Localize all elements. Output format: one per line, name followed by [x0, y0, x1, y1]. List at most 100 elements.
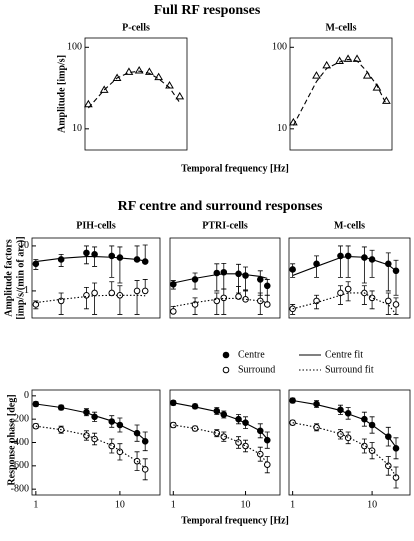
- data-point: [213, 429, 221, 437]
- data-point: [141, 287, 149, 295]
- data-point: [32, 260, 40, 268]
- error-bar: [221, 262, 227, 290]
- data-point: [385, 297, 392, 305]
- panel-title: M-cells: [325, 22, 356, 33]
- data-point: [32, 301, 40, 308]
- data-point: [392, 445, 400, 452]
- section-title: RF centre and surround responses: [118, 199, 323, 214]
- x-tick-label: 10: [367, 499, 377, 510]
- panel-title: PTRI-cells: [202, 220, 248, 231]
- error-bar: [257, 270, 263, 296]
- y-axis-label: Amplitude factors: [3, 239, 14, 317]
- error-bar: [361, 246, 367, 284]
- y-tick-label: 1: [24, 285, 29, 296]
- data-point: [362, 71, 372, 79]
- data-point: [191, 276, 199, 283]
- data-point: [263, 301, 271, 308]
- panel-title: P-cells: [122, 22, 150, 33]
- error-bar: [221, 288, 227, 315]
- legend-label: Surround: [238, 364, 275, 375]
- plot-frame: [84, 37, 188, 151]
- x-tick-label: 1: [33, 499, 38, 510]
- section-title: Full RF responses: [154, 3, 261, 18]
- data-point: [322, 60, 332, 69]
- error-bar: [109, 245, 115, 278]
- plot-frame: [288, 237, 411, 319]
- y-tick-label: -600: [11, 460, 29, 471]
- y-tick-label: 0: [24, 390, 29, 401]
- data-point: [263, 436, 271, 444]
- fit-line: [35, 256, 146, 263]
- legend-marker: [222, 366, 230, 374]
- data-point: [343, 54, 353, 62]
- error-bar: [345, 245, 351, 278]
- data-point: [344, 252, 352, 260]
- data-point: [312, 71, 321, 79]
- x-tick-label: 10: [115, 499, 125, 510]
- fit-line: [173, 297, 268, 308]
- legend-label: Surround fit: [325, 364, 374, 375]
- data-point: [392, 301, 400, 308]
- x-axis-label: Temporal frequency [Hz]: [181, 515, 289, 526]
- data-point: [91, 289, 98, 297]
- y-tick-label: 10: [19, 240, 29, 251]
- data-point: [108, 442, 116, 450]
- fit-line: [173, 424, 268, 464]
- error-bar: [243, 266, 249, 292]
- data-point: [242, 272, 249, 279]
- fit-line: [35, 294, 146, 304]
- data-point: [361, 442, 368, 450]
- x-tick-label: 10: [241, 499, 251, 510]
- fit-line: [292, 422, 397, 477]
- data-point: [385, 462, 392, 470]
- fit-line: [87, 70, 181, 109]
- fit-line: [292, 292, 397, 315]
- data-point: [133, 287, 141, 295]
- plot-frame: [169, 237, 281, 319]
- y-tick-label: -800: [11, 483, 29, 494]
- legend-label: Centre: [238, 349, 265, 360]
- data-point: [141, 438, 149, 445]
- data-point: [344, 285, 352, 293]
- error-bar: [369, 249, 375, 278]
- data-point: [220, 294, 228, 302]
- data-point: [116, 448, 124, 456]
- y-tick-label: -200: [11, 413, 29, 424]
- error-bar: [393, 259, 399, 296]
- fit-line: [35, 403, 146, 441]
- y-axis-label: [imp/s/(min of arc)]: [15, 236, 26, 319]
- fit-line: [173, 402, 268, 440]
- data-point: [263, 282, 271, 290]
- data-point: [57, 297, 65, 305]
- x-tick-label: 1: [171, 499, 176, 510]
- data-point: [170, 308, 177, 315]
- plot-frame: [289, 37, 393, 151]
- data-point: [242, 442, 249, 450]
- error-bar: [214, 263, 220, 292]
- fit-line: [292, 399, 397, 448]
- error-bar: [385, 252, 391, 292]
- x-axis-label: Temporal frequency [Hz]: [181, 163, 289, 174]
- plot-frame: [31, 237, 161, 319]
- error-bar: [117, 285, 123, 315]
- data-point: [83, 249, 90, 257]
- error-bar: [92, 282, 98, 315]
- y-axis-label: Amplitude [imp/s]: [56, 55, 67, 133]
- fit-line: [173, 273, 268, 284]
- fit-line: [292, 58, 387, 126]
- data-point: [313, 297, 320, 305]
- data-point: [57, 256, 65, 263]
- data-point: [83, 291, 90, 299]
- data-point: [108, 289, 116, 297]
- data-point: [392, 474, 400, 481]
- data-point: [368, 294, 376, 302]
- data-point: [372, 83, 382, 91]
- legend-marker: [222, 351, 230, 359]
- data-point: [175, 91, 185, 100]
- plot-frame: [288, 389, 411, 496]
- data-point: [263, 461, 271, 468]
- panel-title: PIH-cells: [76, 220, 116, 231]
- data-point: [141, 258, 149, 265]
- y-tick-label: 100: [67, 42, 82, 53]
